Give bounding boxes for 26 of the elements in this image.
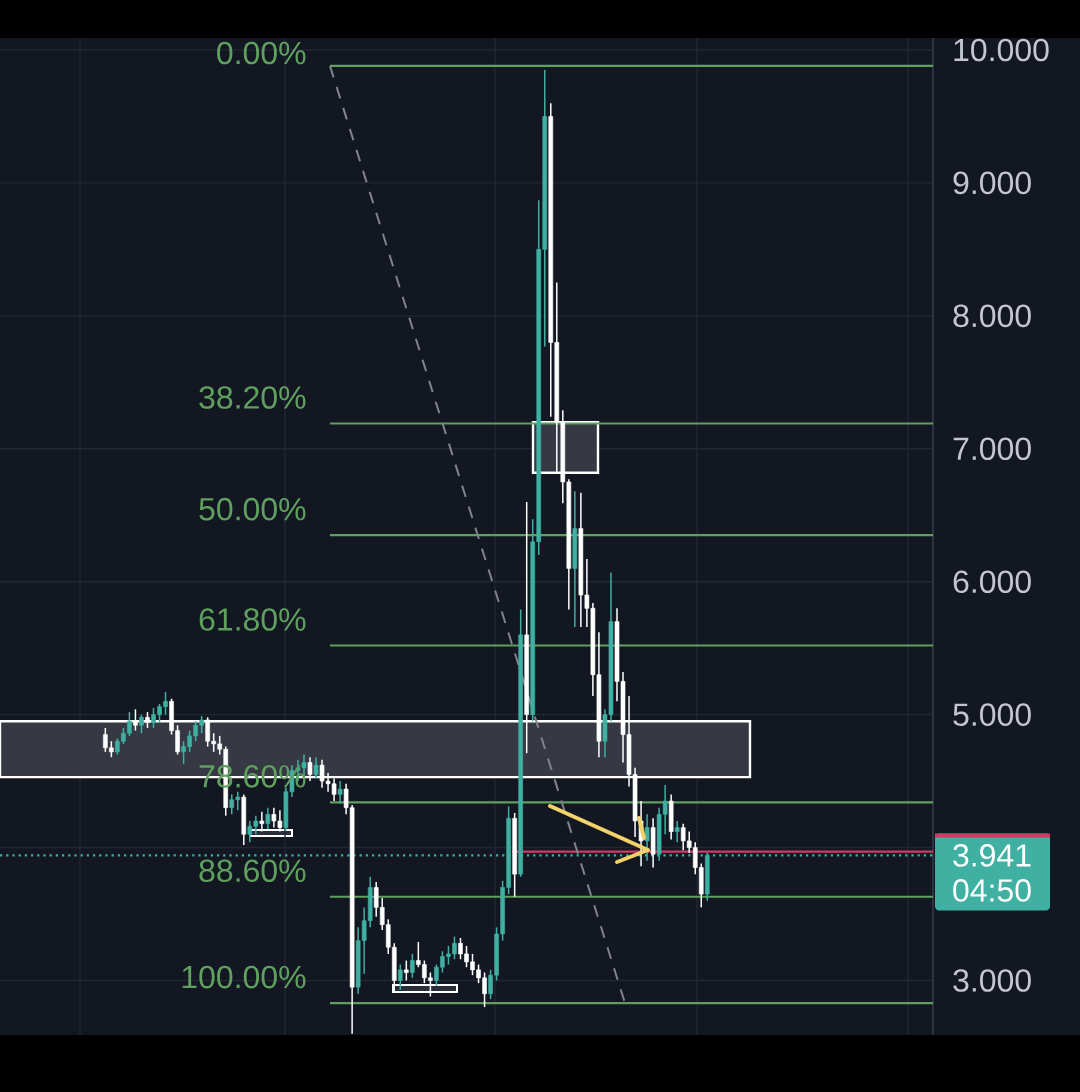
candlestick [404, 959, 409, 982]
annotation: 100.00% [182, 965, 306, 989]
annotation: 38.20% [199, 386, 306, 409]
candlestick [337, 780, 343, 805]
y-tick-label: 6.000 [953, 570, 1031, 594]
annotation: 0.00% [217, 41, 306, 65]
annotation: 88.60% [199, 859, 306, 883]
candlestick [410, 953, 415, 979]
candlestick [313, 756, 319, 780]
candlestick [674, 820, 680, 843]
y-tick-label: 7.000 [953, 437, 1031, 461]
candlestick [265, 806, 271, 830]
y-tick-label: 5.000 [953, 703, 1031, 726]
annotation: 61.80% [199, 608, 306, 631]
y-tick-label: 10.000 [954, 38, 1049, 62]
text: 04:50 [953, 879, 1031, 902]
ref-line-label: 3.941 [953, 844, 1031, 867]
y-tick-label: 8.000 [953, 304, 1031, 328]
candlestick [488, 969, 493, 1000]
candlestick [397, 963, 403, 991]
candlestick [247, 820, 253, 843]
candlestick [139, 713, 144, 734]
annotation: 50.00% [199, 497, 306, 521]
candlestick [253, 814, 259, 836]
y-tick-label: 3.000 [953, 969, 1031, 992]
y-tick-label: 9.000 [953, 171, 1031, 195]
